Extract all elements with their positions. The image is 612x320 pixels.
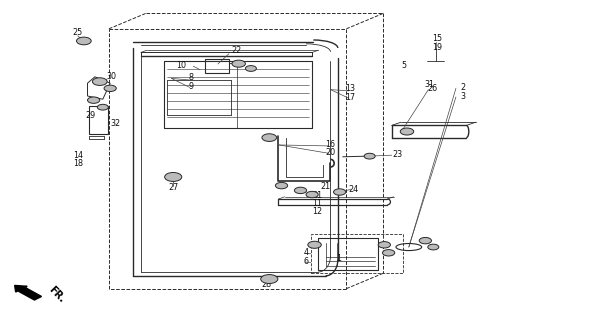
Circle shape: [382, 250, 395, 256]
Circle shape: [419, 237, 431, 244]
Text: 27: 27: [168, 183, 178, 192]
Text: 16: 16: [326, 140, 335, 148]
Circle shape: [261, 275, 278, 284]
Text: 25: 25: [73, 28, 83, 37]
Circle shape: [275, 182, 288, 189]
Text: 6: 6: [304, 257, 308, 266]
Circle shape: [104, 85, 116, 92]
Text: 24: 24: [349, 185, 359, 194]
Text: 9: 9: [188, 82, 193, 91]
Text: 26: 26: [428, 84, 438, 93]
Text: 14: 14: [73, 151, 83, 160]
Bar: [89, 106, 108, 134]
Circle shape: [308, 241, 321, 248]
Text: 30: 30: [106, 72, 116, 81]
Bar: [311, 234, 403, 273]
Text: 13: 13: [345, 84, 355, 93]
Circle shape: [232, 60, 245, 67]
Text: 18: 18: [73, 159, 83, 168]
Text: 21: 21: [312, 191, 322, 200]
Text: 21: 21: [321, 182, 330, 191]
Text: 8: 8: [188, 73, 193, 82]
Circle shape: [165, 172, 182, 181]
Circle shape: [364, 153, 375, 159]
Circle shape: [245, 66, 256, 71]
Text: 5: 5: [401, 61, 406, 70]
Circle shape: [88, 97, 100, 103]
Circle shape: [334, 189, 346, 195]
Circle shape: [97, 104, 108, 110]
Circle shape: [428, 244, 439, 250]
Text: 20: 20: [326, 148, 335, 157]
Circle shape: [294, 187, 307, 194]
Text: 12: 12: [312, 207, 322, 216]
Text: 3: 3: [460, 92, 465, 100]
Bar: [205, 59, 230, 73]
Circle shape: [306, 191, 318, 198]
Text: 32: 32: [110, 119, 120, 128]
Text: 15: 15: [432, 34, 442, 43]
Circle shape: [92, 78, 107, 85]
Circle shape: [76, 37, 91, 45]
Text: 1: 1: [336, 254, 341, 263]
Text: 17: 17: [345, 93, 355, 102]
Text: 2: 2: [460, 83, 465, 92]
Circle shape: [262, 134, 277, 141]
Text: 11: 11: [312, 199, 322, 208]
Text: 4: 4: [304, 248, 308, 257]
Text: 10: 10: [176, 61, 186, 70]
Text: 19: 19: [432, 43, 442, 52]
Text: 31: 31: [425, 80, 435, 89]
Circle shape: [400, 128, 414, 135]
Text: 23: 23: [393, 150, 403, 159]
Text: FR.: FR.: [47, 284, 67, 305]
Text: 29: 29: [86, 111, 95, 120]
FancyArrow shape: [15, 285, 42, 300]
Circle shape: [378, 242, 390, 248]
Text: 28: 28: [261, 280, 271, 289]
Text: 22: 22: [232, 46, 242, 55]
